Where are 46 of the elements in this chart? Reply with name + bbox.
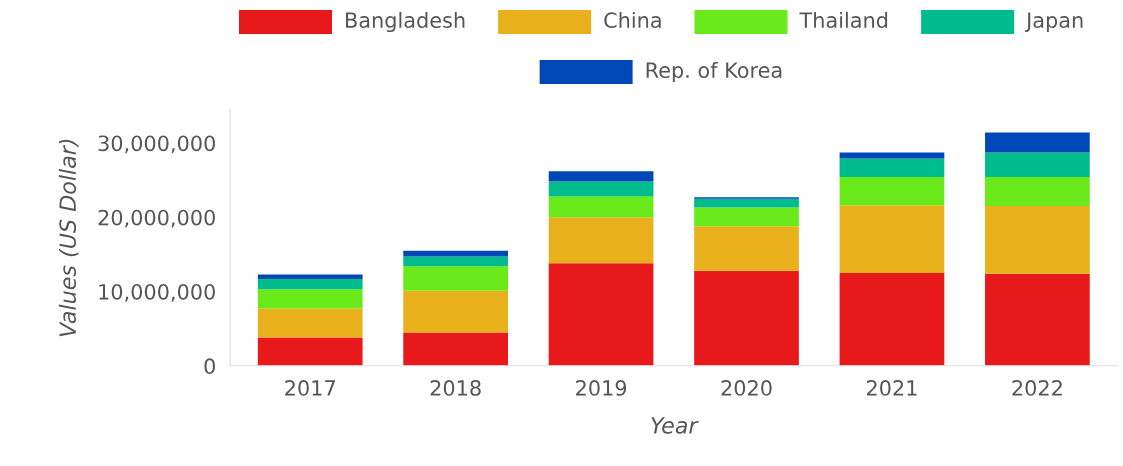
bar: [403, 266, 508, 291]
bar: [985, 273, 1090, 366]
bar: [548, 171, 654, 182]
bar: [257, 337, 363, 366]
x-tick-label: 2019: [576, 380, 627, 396]
bar: [985, 206, 1090, 274]
bar: [548, 263, 654, 366]
bar: [694, 270, 799, 366]
bar: [548, 196, 654, 218]
bar: [694, 198, 799, 208]
bar: [985, 177, 1090, 207]
x-tick-label: 2022: [1012, 380, 1062, 396]
x-tick-label: 2018: [430, 380, 481, 396]
legend-label: Bangladesh: [346, 11, 465, 33]
y-tick-label: 20,000,000: [98, 209, 215, 228]
bar: [403, 250, 508, 257]
legend-label: Japan: [1025, 12, 1083, 33]
y-tick-label: 10,000,000: [99, 283, 215, 302]
bar: [839, 177, 945, 206]
legend-label: Rep. of Korea: [646, 61, 782, 83]
bar: [985, 152, 1090, 178]
bar: [985, 132, 1090, 153]
bar: [839, 205, 945, 273]
bar: [403, 332, 508, 366]
bar: [694, 207, 799, 227]
bar: [694, 226, 799, 271]
y-axis-title: Values (US Dollar): [58, 139, 79, 337]
bar: [257, 278, 363, 290]
x-tick-label: 2021: [866, 380, 917, 396]
bar: [839, 152, 945, 159]
x-axis-title: Year: [651, 417, 699, 434]
bar: [839, 158, 945, 178]
x-tick-label: 2017: [285, 380, 335, 396]
legend-label: China: [604, 11, 661, 29]
y-tick-label: 0: [204, 358, 215, 375]
x-tick-label: 2020: [721, 380, 772, 396]
bar: [403, 256, 508, 267]
y-tick-label: 30,000,000: [98, 135, 215, 154]
bar: [548, 217, 654, 264]
bar: [257, 308, 363, 338]
legend-label: Thailand: [799, 11, 888, 29]
bar: [403, 290, 508, 333]
bar: [257, 274, 363, 279]
bar: [548, 181, 654, 197]
bar: [839, 272, 945, 366]
bar: [257, 289, 363, 309]
